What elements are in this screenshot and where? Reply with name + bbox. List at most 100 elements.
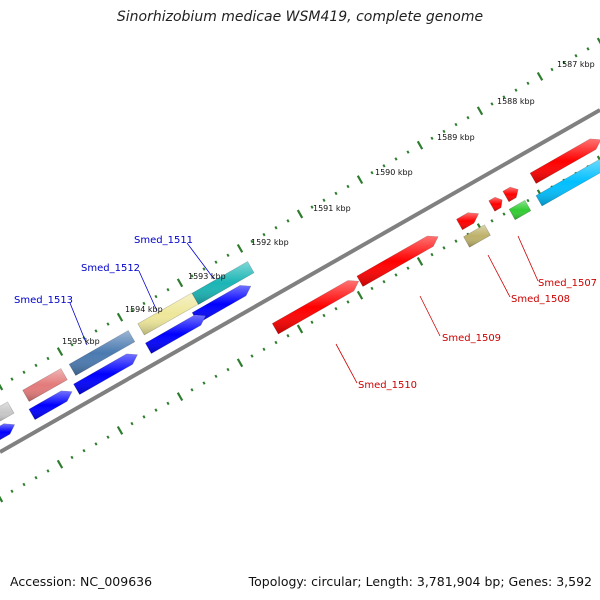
inner-tick-major	[116, 425, 124, 435]
inner-tick-major	[236, 358, 244, 368]
outer-tick-minor	[250, 239, 254, 244]
topology-text: Topology: circular; Length: 3,781,904 bp…	[248, 574, 592, 589]
outer-tick-major	[56, 347, 64, 357]
outer-tick-minor	[22, 370, 26, 374]
cds-smed-1512-blue-arrow-shading	[145, 314, 206, 354]
leader-smed-1509	[419, 295, 441, 337]
outer-tick-minor	[154, 294, 158, 299]
gene-label-smed-1513[interactable]: Smed_1513	[14, 295, 73, 306]
inner-tick-minor	[346, 300, 350, 304]
leader-smed-1511	[186, 242, 215, 280]
outer-tick-minor	[214, 260, 218, 264]
outer-tick-major	[416, 140, 424, 150]
outer-tick-minor	[94, 329, 98, 333]
inner-tick-major	[176, 392, 184, 402]
inner-tick-minor	[70, 455, 74, 460]
cds-small-arrow-shading	[488, 197, 503, 212]
outer-tick-major	[116, 312, 124, 322]
inner-tick-major	[416, 256, 424, 266]
outer-scale-ticks	[0, 37, 600, 391]
tick-label-1590: 1590 kbp	[375, 168, 413, 177]
outer-tick-minor	[286, 219, 290, 223]
gene-label-smed-1508[interactable]: Smed_1508	[511, 294, 570, 305]
feature-steelblue-block-shading	[69, 330, 135, 376]
inner-tick-minor	[46, 469, 50, 473]
outer-tick-major	[236, 243, 244, 253]
outer-tick-minor	[130, 308, 134, 313]
inner-tick-minor	[286, 334, 290, 338]
inner-tick-minor	[10, 489, 14, 493]
leader-smed-1508	[487, 254, 511, 298]
inner-tick-minor	[322, 313, 326, 318]
inner-tick-minor	[394, 273, 398, 277]
gene-label-smed-1510[interactable]: Smed_1510	[358, 380, 417, 391]
inner-tick-minor	[502, 212, 506, 216]
inner-tick-minor	[130, 421, 134, 426]
cds-smed-1507b-arrow-shading	[502, 187, 519, 202]
outer-tick-minor	[346, 184, 350, 189]
outer-tick-minor	[382, 164, 386, 168]
outer-tick-minor	[142, 301, 146, 306]
cds-smed-1510-arrow-shading	[272, 280, 359, 334]
outer-tick-minor	[190, 274, 194, 278]
inner-tick-minor	[382, 279, 386, 284]
outer-tick-minor	[370, 171, 374, 175]
outer-tick-minor	[430, 136, 434, 141]
tick-label-1595: 1595 kbp	[62, 337, 100, 346]
tick-label-1588: 1588 kbp	[497, 97, 535, 106]
inner-tick-minor	[430, 252, 434, 257]
gene-label-smed-1511[interactable]: Smed_1511	[134, 235, 193, 246]
inner-tick-minor	[250, 354, 254, 358]
inner-tick-minor	[166, 401, 170, 406]
cds-smed-1509-arrow-shading	[356, 236, 439, 287]
gene-features	[0, 138, 600, 441]
inner-scale-ticks	[0, 155, 600, 503]
outer-tick-minor	[502, 95, 506, 99]
feature-olive-block-shading	[463, 224, 491, 248]
outer-tick-minor	[166, 287, 170, 292]
inner-tick-minor	[490, 219, 494, 223]
cds-smed-1513-blue-arrow-shading	[73, 353, 138, 395]
tick-label-1594: 1594 kbp	[125, 305, 163, 314]
outer-tick-minor	[394, 157, 398, 161]
map-title: Sinorhizobium medicae WSM419, complete g…	[116, 9, 484, 25]
inner-tick-minor	[262, 347, 266, 351]
feature-gray-block-shading	[0, 401, 14, 422]
outer-tick-minor	[406, 150, 410, 154]
inner-tick-minor	[202, 381, 206, 385]
outer-tick-minor	[574, 54, 578, 58]
gene-label-smed-1512[interactable]: Smed_1512	[81, 263, 140, 274]
tick-label-1593: 1593 kbp	[188, 272, 226, 281]
gene-label-smed-1507[interactable]: Smed_1507	[538, 278, 597, 289]
outer-tick-minor	[262, 232, 266, 237]
inner-tick-major	[296, 324, 304, 334]
outer-tick-major	[476, 106, 484, 116]
cds-smed-1507-arrow-shading	[530, 138, 600, 184]
inner-tick-major	[356, 290, 364, 300]
outer-tick-minor	[322, 198, 326, 202]
inner-tick-minor	[34, 476, 38, 480]
inner-tick-minor	[406, 266, 410, 270]
label-leader-lines	[69, 235, 539, 384]
inner-tick-minor	[442, 246, 446, 250]
inner-tick-major	[56, 459, 64, 469]
outer-tick-minor	[202, 267, 206, 271]
leader-smed-1512	[138, 270, 158, 312]
accession-text: Accession: NC_009636	[10, 574, 153, 589]
outer-tick-minor	[274, 226, 278, 230]
inner-tick-minor	[106, 435, 110, 439]
outer-tick-major	[536, 71, 544, 81]
leader-smed-1513	[69, 302, 88, 346]
leader-smed-1507	[517, 235, 539, 282]
gene-label-smed-1509[interactable]: Smed_1509	[442, 333, 501, 344]
inner-tick-minor	[142, 415, 146, 419]
outer-tick-minor	[466, 115, 470, 120]
feature-green-block-shading	[509, 200, 531, 220]
outer-tick-minor	[442, 129, 446, 134]
feature-pink-block-shading	[22, 368, 68, 402]
outer-tick-major	[296, 209, 304, 219]
feature-cyan-block-shading	[536, 159, 600, 206]
inner-tick-minor	[22, 482, 26, 487]
inner-tick-minor	[370, 286, 374, 291]
inner-tick-minor	[226, 367, 230, 372]
